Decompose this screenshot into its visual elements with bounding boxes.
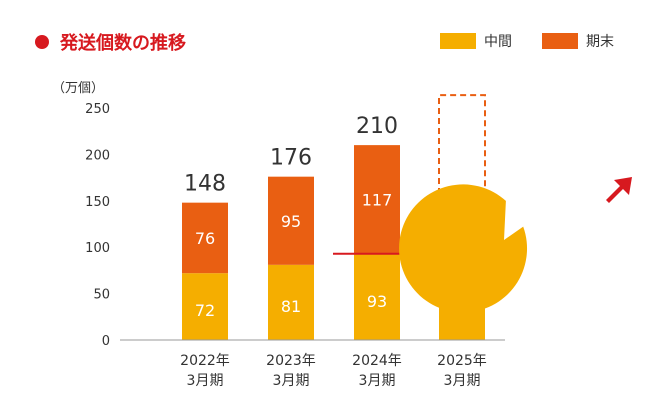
bar-segment-1-1 [268,176,314,265]
callout-bubble [399,184,528,313]
legend-label-yearend: 期末 [586,34,614,50]
y-tick-label-4: 200 [85,148,110,163]
callout-unit: % [580,188,594,206]
chart-title: 発送個数の推移 [59,32,186,54]
legend-swatch-yearend [542,33,578,49]
category-label-period-0: 3月期 [187,373,224,389]
y-tick-label-1: 50 [93,288,110,303]
title-bullet-icon [35,35,49,49]
forecast-outline [438,94,486,224]
category-label-period-3: 3月期 [444,373,481,389]
bar-segment-2-0 [354,253,400,340]
legend-swatch-interim [440,33,476,49]
bars: 7276148819517693117210125 [182,114,485,340]
y-tick-label-2: 100 [85,241,110,256]
category-label-year-1: 2023年 [266,353,316,369]
y-axis-unit-label: （万個） [52,81,104,96]
category-label-period-2: 3月期 [359,373,396,389]
bar-total-label-1: 176 [270,146,312,171]
yoy-callout: 前年同期比 34.1 % [399,148,632,313]
category-label-year-3: 2025年 [437,353,487,369]
callout-title: 前年同期比 [532,148,597,164]
bar-value-label-1-1: 95 [281,212,301,231]
callout-value: 34.1 [514,176,576,209]
bar-value-label-1-0: 81 [281,297,301,316]
category-label-year-0: 2022年 [180,353,230,369]
bar-value-label-0-0: 72 [195,301,215,320]
category-labels: 2022年 3月期 2023年 3月期 2024年 3月期 2025年 3月期 [180,353,487,389]
bar-segment-0-1 [182,202,228,274]
y-tick-label-5: 250 [85,102,110,117]
chart-title-group: 発送個数の推移 [35,32,186,54]
bar-value-label-2-1: 117 [362,190,393,209]
y-axis-ticks: 0 50 100 150 200 250 [85,102,110,349]
bar-segment-1-0 [268,264,314,340]
legend: 中間 期末 [440,33,614,50]
bar-total-label-0: 148 [184,172,226,197]
category-label-period-1: 3月期 [273,373,310,389]
bar-segment-2-1 [354,145,400,254]
bar-total-label-2: 210 [356,114,398,139]
bar-segment-0-0 [182,273,228,340]
y-tick-label-0: 0 [102,334,110,349]
legend-label-interim: 中間 [484,34,512,50]
up-right-arrow-icon [606,177,632,203]
bar-value-label-2-0: 93 [367,292,387,311]
category-label-year-2: 2024年 [352,353,402,369]
bar-value-label-0-1: 76 [195,229,215,248]
y-tick-label-3: 150 [85,195,110,210]
